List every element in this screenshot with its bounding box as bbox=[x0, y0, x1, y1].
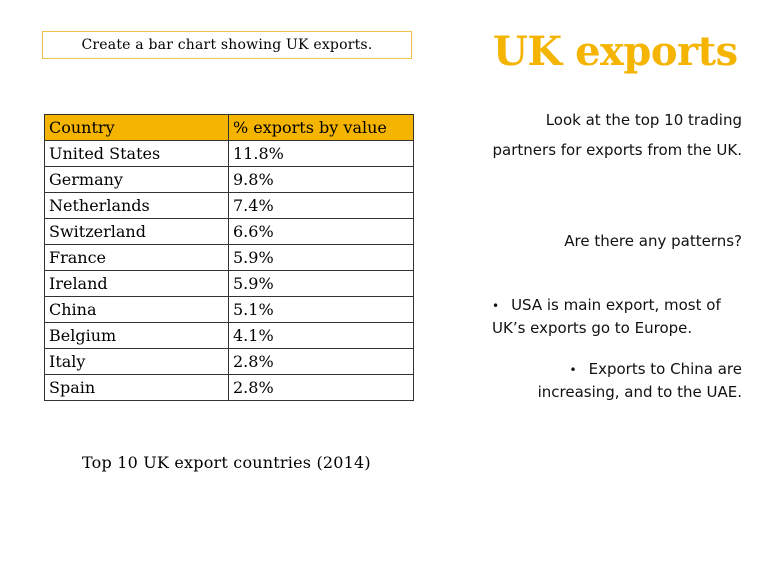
percent-cell: 11.8% bbox=[228, 140, 414, 167]
page-title: UK exports bbox=[493, 28, 738, 75]
country-cell: Spain bbox=[44, 374, 229, 401]
table-row: Germany 9.8% bbox=[44, 166, 414, 193]
percent-cell: 5.9% bbox=[228, 270, 414, 297]
instruction-box: Create a bar chart showing UK exports. bbox=[42, 31, 412, 59]
bullet-dot-icon: • bbox=[492, 299, 500, 313]
table-row: Italy 2.8% bbox=[44, 348, 414, 375]
table-row: France 5.9% bbox=[44, 244, 414, 271]
country-cell: France bbox=[44, 244, 229, 271]
bullet-dot-icon: • bbox=[569, 363, 577, 377]
country-cell: Germany bbox=[44, 166, 229, 193]
instruction-text: Create a bar chart showing UK exports. bbox=[81, 37, 373, 53]
country-cell: China bbox=[44, 296, 229, 323]
percent-cell: 5.9% bbox=[228, 244, 414, 271]
table-row: Belgium 4.1% bbox=[44, 322, 414, 349]
table-row: Netherlands 7.4% bbox=[44, 192, 414, 219]
percent-cell: 7.4% bbox=[228, 192, 414, 219]
percent-cell: 2.8% bbox=[228, 374, 414, 401]
country-cell: Ireland bbox=[44, 270, 229, 297]
percent-cell: 5.1% bbox=[228, 296, 414, 323]
percent-cell: 4.1% bbox=[228, 322, 414, 349]
table-row: China 5.1% bbox=[44, 296, 414, 323]
table-header-row: Country % exports by value bbox=[44, 114, 414, 141]
country-cell: Netherlands bbox=[44, 192, 229, 219]
header-percent: % exports by value bbox=[228, 114, 414, 141]
country-cell: Belgium bbox=[44, 322, 229, 349]
percent-cell: 9.8% bbox=[228, 166, 414, 193]
table-row: Switzerland 6.6% bbox=[44, 218, 414, 245]
header-country: Country bbox=[44, 114, 229, 141]
bullet-point: • Exports to China are increasing, and to… bbox=[522, 358, 742, 403]
patterns-question: Are there any patterns? bbox=[564, 232, 742, 250]
bullet-text: Exports to China are increasing, and to … bbox=[537, 360, 742, 401]
bullet-text: USA is main export, most of UK’s exports… bbox=[492, 296, 721, 337]
percent-cell: 6.6% bbox=[228, 218, 414, 245]
country-cell: Italy bbox=[44, 348, 229, 375]
table-row: Spain 2.8% bbox=[44, 374, 414, 401]
table-row: United States 11.8% bbox=[44, 140, 414, 167]
bullet-point: • USA is main export, most of UK’s export… bbox=[492, 294, 742, 339]
table-row: Ireland 5.9% bbox=[44, 270, 414, 297]
percent-cell: 2.8% bbox=[228, 348, 414, 375]
table-caption: Top 10 UK export countries (2014) bbox=[82, 453, 371, 472]
country-cell: Switzerland bbox=[44, 218, 229, 245]
look-at-text: Look at the top 10 trading partners for … bbox=[492, 111, 742, 159]
country-cell: United States bbox=[44, 140, 229, 167]
exports-table: Country % exports by value United States… bbox=[44, 114, 414, 401]
